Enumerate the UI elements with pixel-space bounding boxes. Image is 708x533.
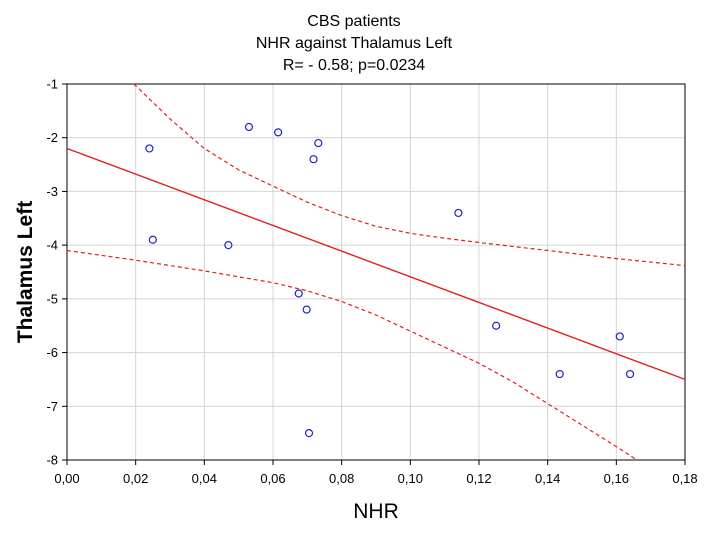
scatter-point [148,235,157,244]
chart-title-line-1: CBS patients [307,13,400,30]
scatter-point [492,321,501,330]
scatter-point [304,429,314,438]
scatter-point [224,241,233,250]
data-series [66,83,686,461]
chart-title-line-3: R= - 0.58; p=0.0234 [283,57,425,74]
chart-title-line-2: NHR against Thalamus Left [256,35,453,52]
x-tick-label: 0,12 [466,471,491,486]
y-tick-label: -3 [46,184,58,199]
scatter-point [615,332,624,341]
scatter-point [244,122,254,132]
confidence-band-lower [66,249,638,461]
x-axis-label: NHR [353,500,399,523]
x-tick-label: 0,00 [54,471,79,486]
x-tick-label: 0,06 [260,471,285,486]
scatter-point [454,208,463,218]
y-tick-label: -1 [46,77,58,92]
scatter-point [625,369,635,379]
y-tick-label: -7 [46,399,58,414]
plot-area-border [66,83,686,461]
x-tick-label: 0,08 [329,471,354,486]
scatter-point [314,138,323,148]
y-tick-label: -5 [46,291,58,306]
x-tick-label: 0,04 [192,471,217,486]
axis-ticks: 0,00 0,02 0,04 0,06 0,08 0,10 0,12 0,14 0,16 0,18… [46,77,697,487]
regression-line [66,147,686,381]
x-tick-label: 0,10 [398,471,423,486]
scatter-point [555,369,564,379]
y-tick-label: -8 [46,453,58,468]
confidence-band-upper [133,83,686,267]
scatter-point [145,144,154,153]
scatter-point [294,289,303,298]
y-tick-label: -2 [46,130,58,145]
scatter-point [302,305,311,314]
x-tick-label: 0,14 [535,471,560,486]
y-tick-label: -4 [46,238,58,253]
x-tick-label: 0,02 [123,471,148,486]
x-tick-label: 0,18 [672,471,697,486]
scatter-point [309,155,318,164]
y-axis-label: Thalamus Left [14,201,37,343]
x-tick-label: 0,16 [604,471,629,486]
y-tick-label: -6 [46,345,58,360]
scatter-point [274,128,283,137]
